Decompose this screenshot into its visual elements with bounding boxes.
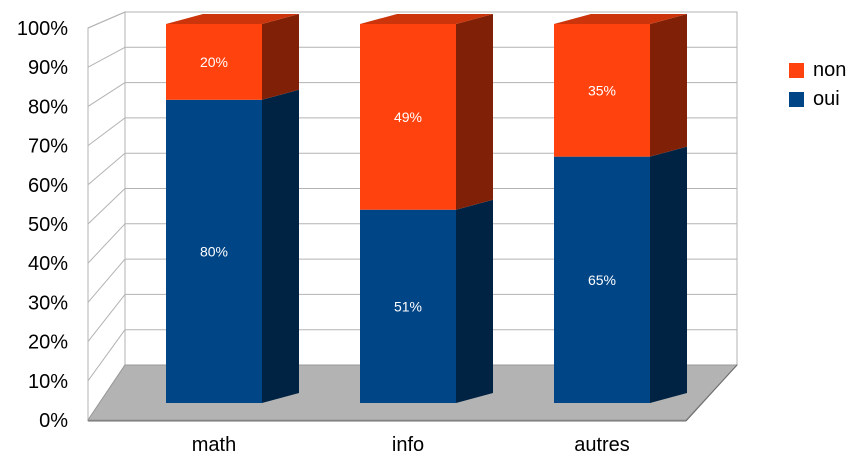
gridline-side <box>87 188 126 225</box>
y-tick-label: 70% <box>28 136 68 158</box>
floor-edge <box>685 364 738 422</box>
bar-side <box>262 89 299 404</box>
legend-item-oui: oui <box>789 85 846 114</box>
bar-side <box>456 199 493 403</box>
bar-non-info <box>360 14 493 210</box>
gridline-side <box>87 294 126 342</box>
x-axis: math info autres <box>192 434 630 456</box>
gridline-side <box>87 223 126 264</box>
data-label-oui-autres: 65% <box>588 272 616 288</box>
bar-non-autres <box>554 14 687 157</box>
gridline-side <box>87 152 126 186</box>
data-label-non-autres: 35% <box>588 82 616 98</box>
bar-oui-math <box>166 89 299 404</box>
x-tick-label: autres <box>574 434 630 456</box>
bar-side <box>650 14 687 157</box>
legend-swatch-non <box>789 63 804 78</box>
y-tick-label: 50% <box>28 214 68 236</box>
y-tick-label: 30% <box>28 292 68 314</box>
data-labels: 80% 20% 51% 49% 65% 35% <box>200 54 616 314</box>
x-tick-label: info <box>392 434 424 456</box>
bar-front <box>554 156 650 403</box>
side-wall <box>87 11 126 422</box>
gridline-side <box>87 82 126 107</box>
bar-front <box>360 24 456 210</box>
bar-oui-autres <box>554 146 687 403</box>
data-label-oui-math: 80% <box>200 243 228 259</box>
bar-non-math <box>166 14 299 100</box>
gridline-side <box>87 46 126 68</box>
gridline-side <box>87 117 126 147</box>
bar-front <box>166 24 262 100</box>
legend-label-oui: oui <box>813 88 840 110</box>
legend-item-non: non <box>789 56 846 85</box>
y-tick-label: 20% <box>28 332 68 354</box>
y-tick-label: 80% <box>28 96 68 118</box>
y-tick-label: 40% <box>28 253 68 275</box>
gridline-side <box>87 258 126 303</box>
y-tick-label: 0% <box>39 410 68 432</box>
bar-side <box>650 146 687 403</box>
bar-oui-info <box>360 199 493 403</box>
y-tick-label: 90% <box>28 57 68 79</box>
y-tick-label: 60% <box>28 175 68 197</box>
bars <box>166 14 687 404</box>
gridline-side <box>87 11 126 29</box>
x-tick-label: math <box>192 434 236 456</box>
legend-label-non: non <box>813 59 847 81</box>
data-label-oui-info: 51% <box>394 298 422 314</box>
y-tick-label: 100% <box>17 18 68 40</box>
bar-top <box>166 14 299 24</box>
legend-swatch-oui <box>789 92 804 107</box>
bar-front <box>166 99 262 404</box>
data-label-non-info: 49% <box>394 109 422 125</box>
data-label-non-math: 20% <box>200 54 228 70</box>
bar-side <box>456 14 493 210</box>
gridline-side <box>87 329 126 382</box>
y-tick-label: 10% <box>28 371 68 393</box>
y-axis: 0% 10% 20% 30% 40% 50% 60% 70% 80% 90% 100% <box>17 18 68 432</box>
bar-front <box>554 24 650 157</box>
legend: non oui <box>789 56 846 114</box>
bar-front <box>360 209 456 403</box>
bar-side <box>262 14 299 100</box>
bar-top <box>360 14 493 24</box>
bar-top <box>554 14 687 24</box>
